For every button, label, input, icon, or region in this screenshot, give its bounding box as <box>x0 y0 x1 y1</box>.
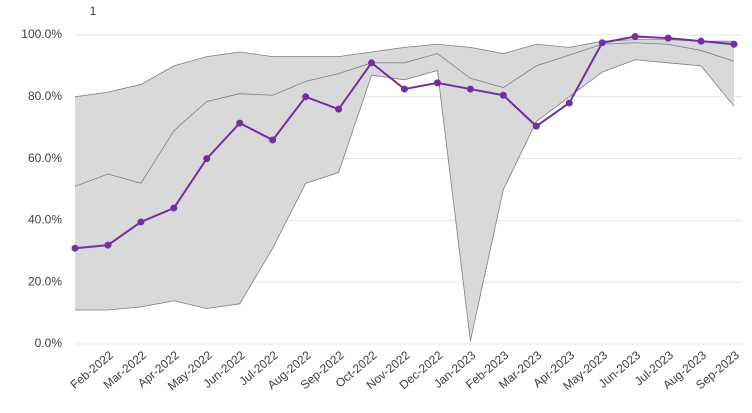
data-point <box>170 204 178 212</box>
data-point <box>335 105 343 113</box>
y-tick-label: 0.0% <box>35 336 63 350</box>
data-point <box>664 34 672 42</box>
data-point <box>565 99 573 107</box>
data-point <box>532 122 540 130</box>
data-point <box>269 136 277 144</box>
data-point <box>236 119 244 127</box>
y-tick-label: 40.0% <box>28 213 62 227</box>
range-line <box>74 42 735 187</box>
y-tick-label: 20.0% <box>28 274 62 288</box>
data-point <box>730 40 738 48</box>
data-point <box>631 33 639 41</box>
data-point <box>368 59 376 67</box>
data-point <box>71 244 79 252</box>
data-point <box>104 241 112 249</box>
data-point <box>137 218 145 226</box>
range-line <box>74 39 734 98</box>
y-tick-label: 100.0% <box>21 27 62 41</box>
y-tick-label: 80.0% <box>28 89 62 103</box>
data-point <box>433 79 441 87</box>
data-point <box>598 39 606 47</box>
data-point <box>302 93 310 101</box>
data-point <box>401 85 408 93</box>
data-point <box>697 37 705 45</box>
data-point <box>466 85 474 93</box>
data-point <box>499 91 507 99</box>
y-tick-label: 60.0% <box>28 151 62 165</box>
range-area <box>75 39 734 341</box>
data-point <box>203 155 211 163</box>
chart-title: 1 <box>90 4 97 18</box>
range-line <box>75 59 735 341</box>
